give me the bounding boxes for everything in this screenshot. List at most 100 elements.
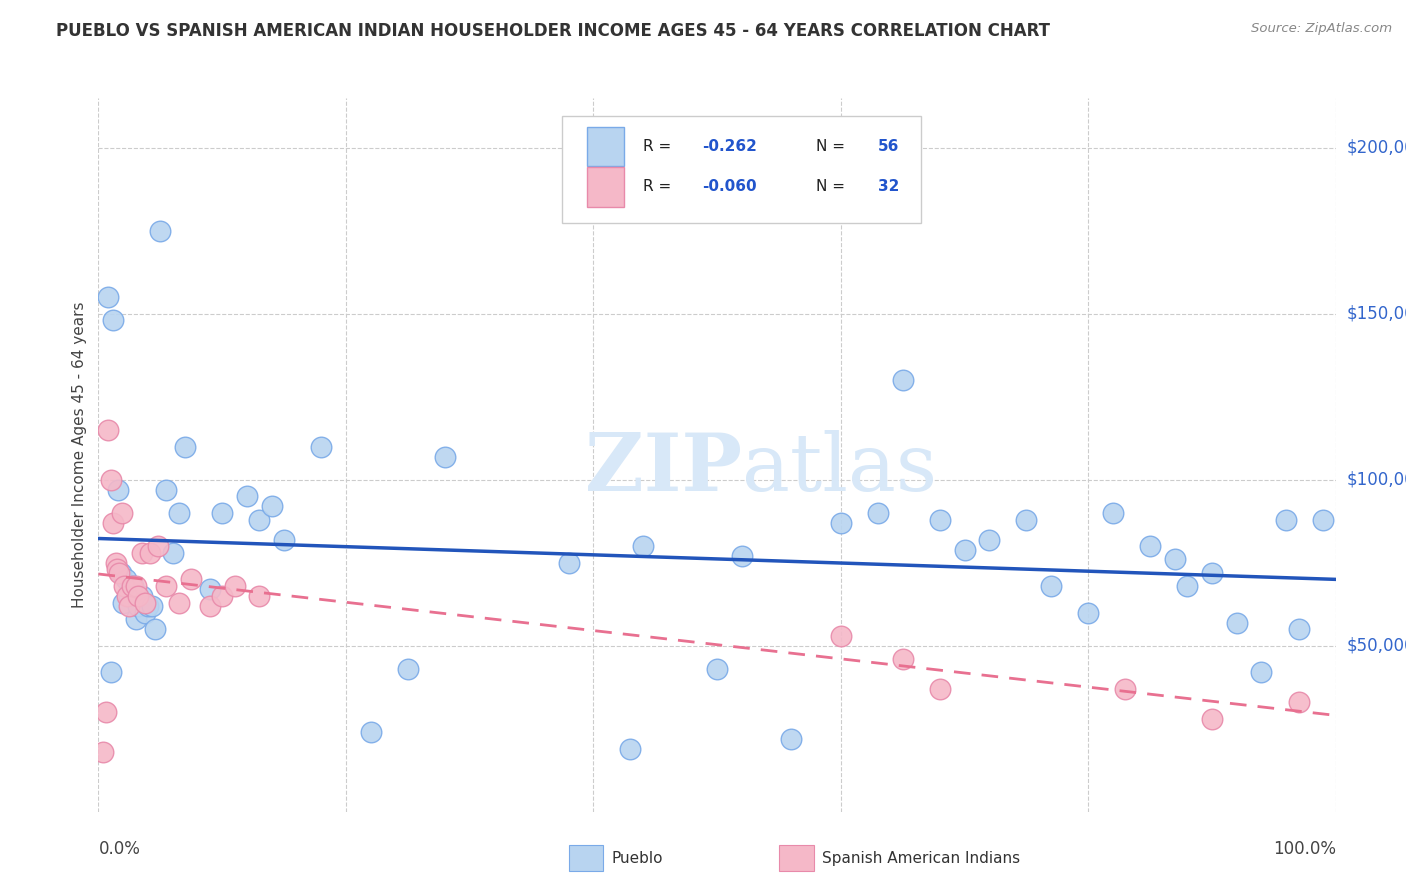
Text: $100,000: $100,000 (1347, 471, 1406, 489)
Bar (588, 168, 624, 207)
Point (433, 450, 456, 464)
Point (928, 513, 950, 527)
Point (1015, 513, 1038, 527)
Point (118, 599, 141, 613)
Point (928, 681, 950, 696)
Point (198, 582, 221, 597)
Point (115, 589, 138, 603)
Point (891, 652, 914, 666)
Point (1139, 539, 1161, 553)
Point (103, 313, 125, 327)
Text: ZIP: ZIP (585, 430, 742, 508)
Text: 100.0%: 100.0% (1272, 840, 1336, 858)
Point (149, 224, 172, 238)
Text: 0.0%: 0.0% (98, 840, 141, 858)
Point (224, 579, 246, 593)
Point (105, 562, 128, 576)
Point (118, 589, 141, 603)
Point (1175, 579, 1198, 593)
Text: -0.262: -0.262 (702, 139, 756, 153)
Point (731, 549, 754, 563)
Text: R =: R = (643, 179, 676, 194)
Point (1226, 615, 1249, 630)
Bar (779, 846, 814, 871)
Text: N =: N = (815, 179, 849, 194)
Point (1201, 566, 1223, 580)
Text: PUEBLO VS SPANISH AMERICAN INDIAN HOUSEHOLDER INCOME AGES 45 - 64 YEARS CORRELAT: PUEBLO VS SPANISH AMERICAN INDIAN HOUSEH… (56, 22, 1050, 40)
Point (1312, 513, 1334, 527)
Text: $200,000: $200,000 (1347, 139, 1406, 157)
Point (1201, 712, 1223, 726)
Point (866, 506, 889, 520)
Point (100, 473, 122, 487)
Point (211, 506, 233, 520)
Point (1288, 622, 1310, 636)
Point (247, 513, 270, 527)
Text: 56: 56 (877, 139, 900, 153)
Point (136, 599, 159, 613)
Point (127, 589, 149, 603)
Point (124, 579, 146, 593)
Point (93, 745, 115, 759)
Text: Spanish American Indians: Spanish American Indians (823, 851, 1021, 865)
Point (167, 596, 190, 610)
Point (141, 599, 163, 613)
Text: N =: N = (815, 139, 849, 153)
Point (273, 533, 295, 547)
Text: atlas: atlas (742, 430, 936, 508)
Point (198, 599, 221, 613)
Point (121, 579, 143, 593)
Bar (568, 846, 603, 871)
Point (309, 440, 332, 454)
Text: -0.060: -0.060 (702, 179, 756, 194)
Point (139, 546, 162, 560)
Point (1288, 695, 1310, 709)
Point (631, 539, 654, 553)
Text: Source: ZipAtlas.com: Source: ZipAtlas.com (1251, 22, 1392, 36)
Point (114, 573, 136, 587)
Point (97, 290, 120, 304)
Point (134, 596, 156, 610)
Point (124, 612, 146, 626)
Point (94, 705, 117, 719)
Point (830, 629, 852, 643)
Point (1102, 506, 1125, 520)
Point (112, 579, 135, 593)
Point (1164, 552, 1187, 566)
Point (979, 533, 1001, 547)
Point (110, 566, 132, 580)
Point (131, 589, 153, 603)
Text: R =: R = (643, 139, 676, 153)
Point (619, 741, 641, 756)
Y-axis label: Householder Income Ages 45 - 64 years: Householder Income Ages 45 - 64 years (72, 301, 87, 608)
Text: 32: 32 (877, 179, 900, 194)
Point (108, 566, 131, 580)
Point (891, 373, 914, 387)
Point (1077, 606, 1099, 620)
Text: Pueblo: Pueblo (612, 851, 664, 865)
Point (107, 483, 129, 497)
Point (1114, 681, 1136, 696)
Point (1040, 579, 1063, 593)
Point (174, 440, 197, 454)
Point (953, 542, 976, 557)
Point (780, 731, 803, 746)
Point (143, 622, 166, 636)
Point (706, 662, 728, 676)
Text: $150,000: $150,000 (1347, 305, 1406, 323)
Point (122, 579, 145, 593)
FancyBboxPatch shape (562, 116, 921, 223)
Point (97, 423, 120, 437)
Point (1275, 513, 1298, 527)
Point (127, 599, 149, 613)
Point (211, 589, 233, 603)
Point (260, 500, 283, 514)
Bar (588, 127, 624, 166)
Point (100, 665, 122, 680)
Point (360, 725, 382, 739)
Point (1250, 665, 1272, 680)
Point (104, 556, 127, 570)
Point (155, 579, 177, 593)
Text: $50,000: $50,000 (1347, 637, 1406, 655)
Point (557, 556, 579, 570)
